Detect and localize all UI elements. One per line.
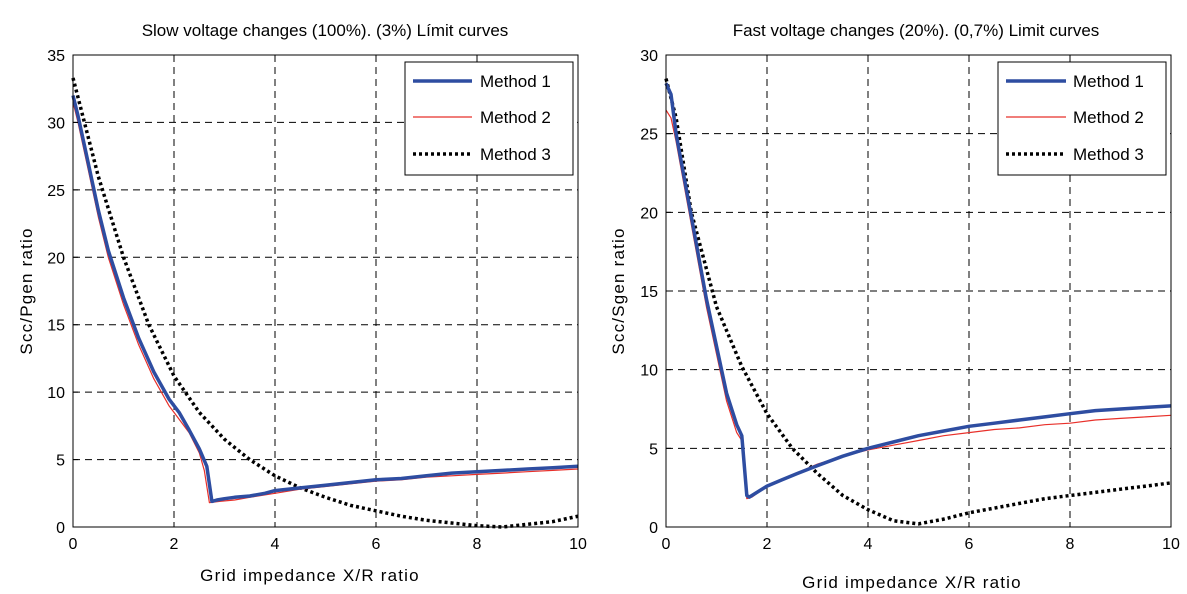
x-axis-label: Grid impedance X/R ratio	[200, 566, 420, 585]
y-tick-label: 0	[56, 520, 65, 537]
chart-title: Slow voltage changes (100%). (3%) Límit …	[142, 21, 509, 40]
y-axis-label: Scc/Pgen ratio	[17, 227, 36, 354]
x-tick-label: 10	[569, 536, 587, 553]
legend: Method 1 Method 2 Method 3	[997, 61, 1167, 176]
x-tick-label: 6	[965, 536, 974, 553]
x-tick-label: 0	[662, 536, 671, 553]
legend-label-method-1: Method 1	[480, 72, 551, 91]
y-tick-label: 0	[649, 520, 658, 537]
y-tick-label: 30	[47, 115, 65, 132]
y-tick-label: 5	[56, 453, 65, 470]
chart-fast-voltage: Fast voltage changes (20%). (0,7%) Limit…	[609, 21, 1180, 592]
legend-label-method-3: Method 3	[1073, 145, 1144, 164]
y-tick-label: 20	[640, 205, 658, 222]
legend-label-method-1: Method 1	[1073, 72, 1144, 91]
y-axis-label: Scc/Sgen ratio	[609, 227, 628, 354]
y-tick-label: 10	[640, 363, 658, 380]
series-line-method-1	[664, 82, 1172, 499]
y-tick-label: 20	[47, 250, 65, 267]
y-tick-label: 25	[640, 127, 658, 144]
series-line-method-1	[71, 95, 579, 504]
x-tick-label: 4	[864, 536, 873, 553]
x-tick-label: 8	[1066, 536, 1075, 553]
y-tick-label: 10	[47, 385, 65, 402]
x-tick-label: 2	[170, 536, 179, 553]
x-tick-label: 0	[69, 536, 78, 553]
x-tick-label: 8	[473, 536, 482, 553]
y-tick-label: 15	[640, 284, 658, 301]
legend-label-method-2: Method 2	[1073, 108, 1144, 127]
legend-label-method-3: Method 3	[480, 145, 551, 164]
y-tick-label: 25	[47, 183, 65, 200]
plot-area	[664, 78, 1172, 526]
x-tick-label: 4	[271, 536, 280, 553]
y-tick-label: 35	[47, 48, 65, 65]
legend: Method 1 Method 2 Method 3	[404, 61, 574, 176]
axes-frame	[72, 54, 579, 528]
x-tick-label: 2	[763, 536, 772, 553]
chart-slow-voltage: Slow voltage changes (100%). (3%) Límit …	[17, 21, 587, 585]
y-tick-label: 15	[47, 318, 65, 335]
x-axis-label: Grid impedance X/R ratio	[802, 573, 1022, 592]
chart-title: Fast voltage changes (20%). (0,7%) Limit…	[733, 21, 1100, 40]
y-tick-label: 5	[649, 441, 658, 458]
series-line-method-2	[72, 102, 579, 504]
y-tick-label: 30	[640, 48, 658, 65]
series-line-method-3	[664, 78, 1172, 526]
ticks: 0 2 4 6 8 10 0 5 10 15 20 25 30 35	[47, 48, 587, 553]
x-tick-label: 6	[372, 536, 381, 553]
ticks: 0 2 4 6 8 10 0 5 10 15 20 25 30	[640, 48, 1180, 553]
legend-label-method-2: Method 2	[480, 108, 551, 127]
x-tick-label: 10	[1162, 536, 1180, 553]
